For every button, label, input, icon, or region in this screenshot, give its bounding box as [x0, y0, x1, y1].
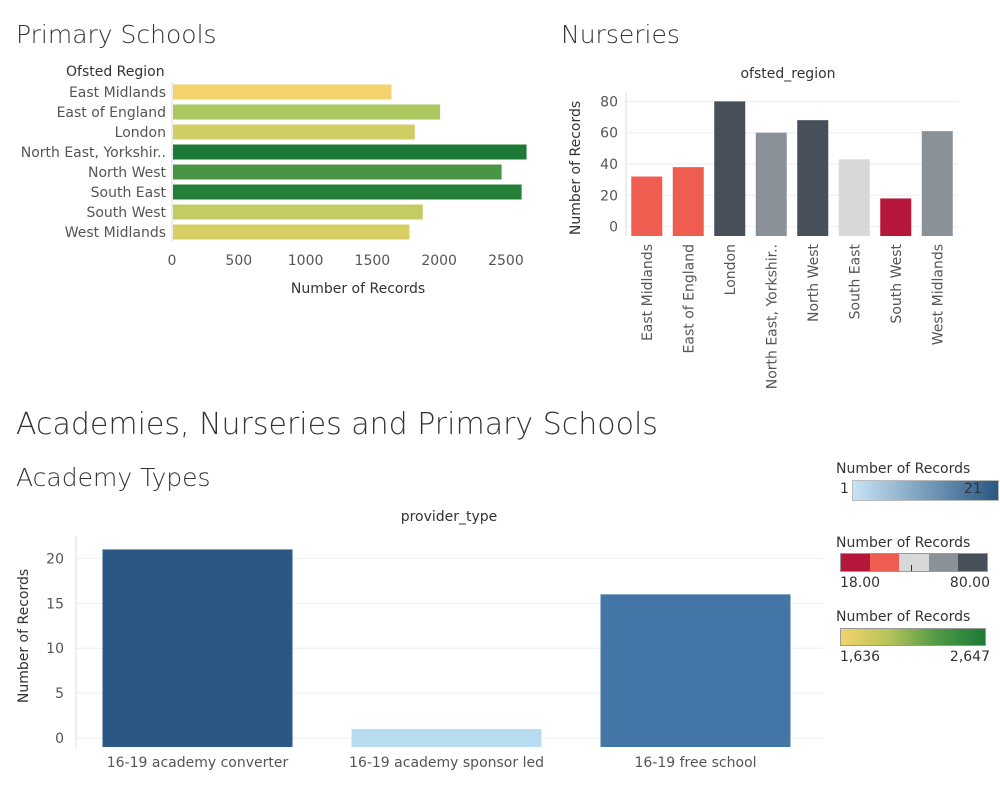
primary-row-header: Ofsted Region — [66, 64, 165, 80]
primary-category-label: North East, Yorkshir.. — [21, 145, 166, 161]
diverging-legend-min: 18.00 — [840, 575, 881, 591]
primary-x-tick: 2500 — [488, 253, 524, 269]
academy-bar[interactable] — [102, 549, 293, 747]
dashboard-title: Academies, Nurseries and Primary Schools — [16, 407, 658, 442]
nurseries-category-label: East of England — [681, 244, 697, 353]
primary-bar[interactable] — [173, 104, 441, 120]
academy-y-tick: 0 — [55, 731, 64, 747]
nurseries-y-tick: 60 — [600, 126, 618, 142]
nurseries-bar[interactable] — [755, 132, 787, 236]
primary-x-tick: 1500 — [355, 253, 391, 269]
academy-bar[interactable] — [600, 594, 791, 747]
nurseries-bar[interactable] — [880, 198, 912, 236]
primary-bar[interactable] — [173, 224, 410, 240]
nurseries-bar[interactable] — [714, 101, 746, 237]
primary-schools-chart: Ofsted Region East Midlands East of Engla… — [21, 64, 527, 297]
nurseries-y-axis-label: Number of Records — [568, 101, 584, 235]
academy-y-tick: 15 — [46, 596, 64, 612]
nurseries-category-label: South West — [889, 243, 905, 323]
academy-types-title: Academy Types — [16, 463, 211, 492]
primary-category-label: West Midlands — [65, 225, 166, 241]
nurseries-category-label: North West — [806, 243, 822, 322]
nurseries-category-label: East Midlands — [640, 244, 656, 341]
academy-category-label: 16-19 academy sponsor led — [349, 755, 544, 771]
primary-bar[interactable] — [173, 164, 502, 180]
primary-bar[interactable] — [173, 204, 423, 220]
green-gradient-bar — [840, 628, 986, 646]
primary-category-label: South East — [91, 185, 167, 201]
diverging-legend-title: Number of Records — [836, 535, 971, 551]
nurseries-y-tick: 20 — [600, 188, 618, 204]
primary-schools-title: Primary Schools — [16, 20, 217, 49]
academy-y-tick: 5 — [55, 686, 64, 702]
diverging-color-bar — [840, 553, 988, 572]
primary-x-tick: 2000 — [421, 253, 457, 269]
nurseries-title: Nurseries — [561, 20, 680, 49]
green-legend-max: 2,647 — [949, 649, 990, 665]
primary-bar[interactable] — [173, 84, 392, 100]
primary-category-label: South West — [86, 205, 166, 221]
academy-category-label: 16-19 free school — [634, 755, 756, 771]
nurseries-chart: ofsted_region Number of Records 0 20 40 60 8… — [568, 66, 958, 389]
primary-category-label: North West — [88, 165, 167, 181]
nurseries-category-label: South East — [847, 244, 863, 320]
green-legend-title: Number of Records — [836, 609, 971, 625]
nurseries-category-label: West Midlands — [930, 244, 946, 345]
nurseries-y-tick: 80 — [600, 94, 618, 110]
primary-bar[interactable] — [173, 124, 415, 140]
green-color-legend: Number of Records 1,636 2,647 — [836, 609, 990, 666]
academy-types-chart: provider_type Number of Records 0 5 10 15 20… — [16, 509, 823, 771]
blue-legend-title: Number of Records — [836, 461, 971, 477]
nurseries-y-tick: 0 — [609, 220, 618, 236]
academy-y-tick: 20 — [46, 551, 64, 567]
primary-bar[interactable] — [173, 184, 522, 200]
blue-gradient-bar — [852, 480, 999, 501]
diverging-legend-max: 80.00 — [949, 575, 990, 591]
primary-category-label: East of England — [57, 105, 166, 121]
nurseries-bar[interactable] — [797, 120, 829, 236]
primary-bar[interactable] — [173, 144, 527, 160]
primary-category-label: East Midlands — [69, 85, 166, 101]
nurseries-bar[interactable] — [672, 167, 704, 236]
nurseries-y-tick: 40 — [600, 157, 618, 173]
primary-x-tick: 1000 — [288, 253, 324, 269]
diverging-color-legend: Number of Records 18.00 80.00 — [836, 535, 990, 592]
academy-y-axis-label: Number of Records — [16, 569, 32, 703]
nurseries-category-label: London — [723, 244, 739, 295]
nurseries-bar[interactable] — [838, 159, 870, 236]
green-legend-min: 1,636 — [840, 649, 881, 665]
nurseries-bar[interactable] — [631, 176, 663, 236]
primary-x-tick: 500 — [225, 253, 252, 269]
nurseries-column-header: ofsted_region — [740, 66, 835, 82]
academy-bar[interactable] — [351, 729, 542, 747]
nurseries-category-label: North East, Yorkshir.. — [764, 244, 780, 389]
academy-y-tick: 10 — [46, 641, 64, 657]
blue-legend-max: 21 — [964, 481, 982, 497]
blue-legend-min: 1 — [840, 481, 849, 497]
primary-x-axis-label: Number of Records — [291, 281, 425, 297]
primary-x-tick: 0 — [168, 253, 177, 269]
academy-category-label: 16-19 academy converter — [107, 755, 289, 771]
blue-color-legend: Number of Records 1 21 — [836, 461, 999, 501]
primary-category-label: London — [115, 125, 166, 141]
academy-column-header: provider_type — [401, 509, 498, 525]
nurseries-bar[interactable] — [921, 131, 953, 236]
